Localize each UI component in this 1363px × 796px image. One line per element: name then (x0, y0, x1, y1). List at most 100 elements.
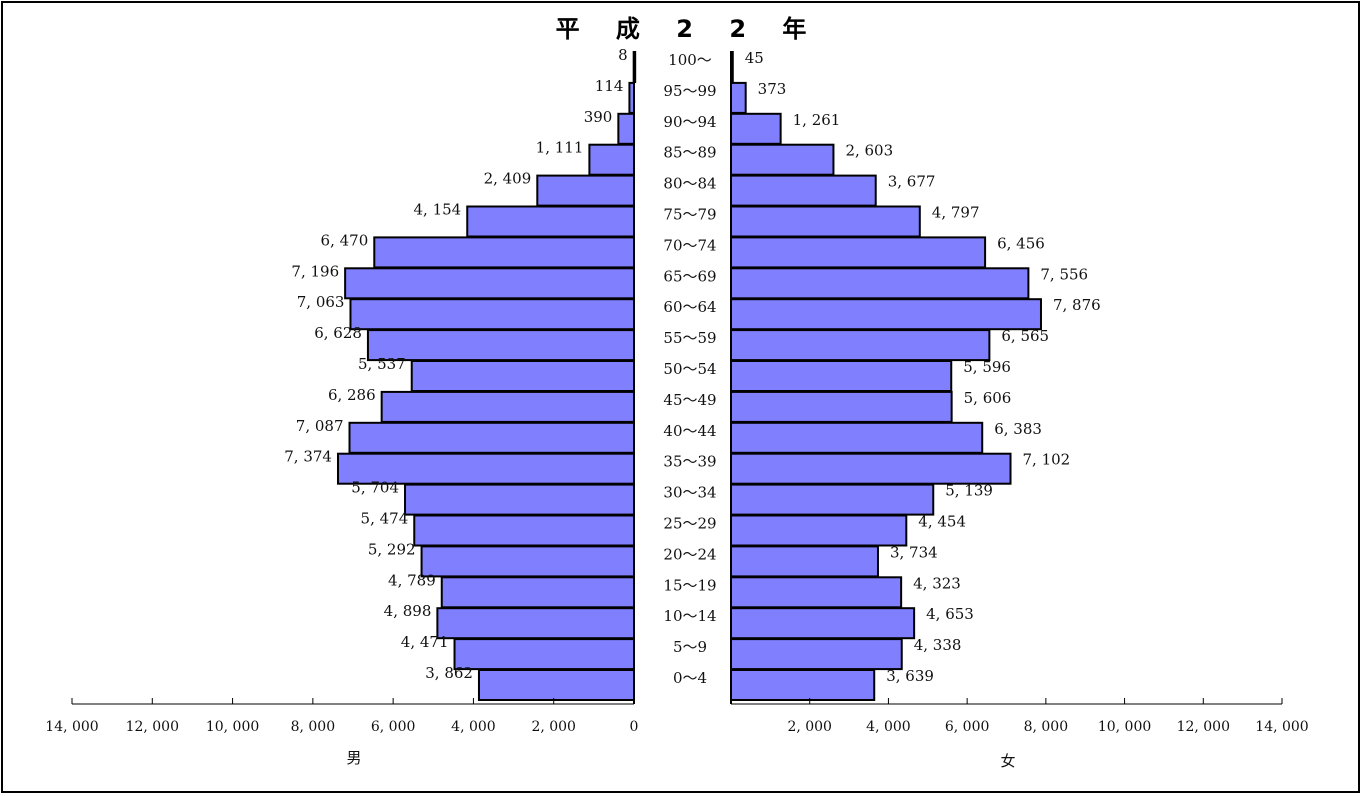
female-value-label-9: 6, 565 (1001, 327, 1049, 345)
female-bar-13 (730, 452, 1012, 485)
female-bar-14 (730, 483, 935, 516)
male-bar-15 (413, 514, 635, 547)
right-tick-label-1: 4, 000 (866, 719, 911, 735)
male-bar-11 (380, 390, 635, 423)
male-bar-17 (440, 576, 635, 609)
left-tick-label-2: 10, 000 (206, 719, 259, 735)
female-bar-5 (730, 205, 921, 238)
male-value-label-12: 7, 087 (296, 417, 344, 435)
female-bar-16 (730, 545, 879, 578)
left-tick-label-3: 8, 000 (291, 719, 336, 735)
male-value-label-3: 1, 111 (536, 139, 584, 157)
female-value-label-20: 3, 639 (886, 667, 934, 685)
female-value-label-14: 5, 139 (945, 482, 993, 500)
female-bar-3 (730, 143, 835, 176)
age-label-0: 100～ (668, 51, 712, 69)
age-label-13: 35～39 (663, 453, 716, 471)
female-bar-11 (730, 390, 953, 423)
male-value-label-13: 7, 374 (284, 448, 332, 466)
male-bars (336, 51, 637, 701)
female-bar-8 (730, 298, 1042, 331)
female-value-label-10: 5, 596 (963, 358, 1011, 376)
female-value-label-4: 3, 677 (888, 173, 936, 191)
right-tick-label-3: 8, 000 (1024, 719, 1069, 735)
female-value-label-15: 4, 454 (918, 513, 966, 531)
female-bar-18 (730, 607, 916, 640)
male-bar-6 (373, 236, 635, 269)
age-label-20: 0～4 (673, 669, 707, 687)
male-bar-16 (420, 545, 635, 578)
male-value-label-9: 6, 628 (314, 324, 362, 342)
male-bar-10 (410, 360, 635, 392)
age-label-17: 15～19 (663, 576, 716, 594)
right-tick-label-5: 12, 000 (1177, 719, 1230, 735)
male-value-label-16: 5, 292 (368, 540, 416, 558)
age-label-8: 60～64 (663, 298, 716, 316)
age-label-4: 80～84 (663, 175, 716, 193)
male-value-label-2: 390 (584, 108, 613, 126)
left-tick-label-0: 14, 000 (45, 719, 98, 735)
male-bar-3 (588, 143, 636, 176)
male-bar-7 (344, 267, 635, 300)
female-value-label-5: 4, 797 (932, 204, 980, 222)
age-label-2: 90～94 (663, 113, 716, 131)
age-label-6: 70～74 (663, 236, 716, 254)
age-label-16: 20～24 (663, 545, 716, 563)
male-bar-2 (617, 112, 636, 145)
male-axis-label: 男 (346, 749, 361, 767)
age-label-19: 5～9 (673, 638, 707, 656)
male-bar-8 (349, 298, 635, 331)
age-label-14: 30～34 (663, 484, 716, 502)
left-tick-label-4: 6, 000 (371, 719, 416, 735)
male-value-label-10: 5, 537 (358, 355, 406, 373)
male-bar-5 (466, 205, 636, 238)
left-tick-label-5: 4, 000 (451, 719, 496, 735)
right-tick-label-2: 6, 000 (945, 719, 990, 735)
female-bar-2 (730, 112, 782, 145)
male-bar-19 (453, 638, 635, 671)
female-bar-19 (730, 638, 903, 671)
female-bar-7 (730, 267, 1030, 300)
chart-title: 平 成 2 2 年 (556, 15, 821, 43)
age-label-18: 10～14 (663, 607, 716, 625)
age-label-3: 85～89 (663, 144, 716, 162)
female-value-label-8: 7, 876 (1053, 296, 1101, 314)
male-value-label-17: 4, 789 (388, 571, 436, 589)
age-label-1: 95～99 (663, 82, 716, 100)
female-value-label-13: 7, 102 (1023, 451, 1071, 469)
female-bars (730, 51, 1042, 701)
age-label-7: 65～69 (663, 267, 716, 285)
male-value-label-5: 4, 154 (414, 201, 462, 219)
right-tick-label-4: 10, 000 (1098, 719, 1151, 735)
male-value-label-6: 6, 470 (321, 231, 369, 249)
male-bar-20 (477, 669, 635, 701)
male-value-label-0: 8 (618, 46, 628, 64)
age-label-15: 25～29 (663, 515, 716, 533)
male-value-label-20: 3, 862 (425, 664, 473, 682)
male-value-label-19: 4, 471 (401, 633, 449, 651)
female-bar-6 (730, 236, 987, 269)
male-value-label-11: 6, 286 (328, 386, 376, 404)
male-value-label-1: 114 (595, 77, 624, 95)
axes: 14, 000 12, 000 10, 000 8, 000 6, 000 4, 000 2… (45, 52, 1309, 735)
right-tick-label-6: 14, 000 (1255, 719, 1308, 735)
male-value-label-14: 5, 704 (351, 479, 399, 497)
male-bar-18 (436, 607, 635, 640)
right-tick-label-0: 2, 000 (787, 719, 832, 735)
age-label-5: 75～79 (663, 206, 716, 224)
female-value-label-19: 4, 338 (914, 636, 962, 654)
female-bar-10 (730, 360, 953, 392)
female-value-label-7: 7, 556 (1040, 265, 1088, 283)
left-tick-label-7: 0 (630, 719, 639, 735)
female-value-label-16: 3, 734 (890, 543, 938, 561)
male-value-label-18: 4, 898 (384, 602, 432, 620)
female-value-label-2: 1, 261 (793, 111, 841, 129)
female-value-label-0: 45 (745, 49, 764, 67)
female-value-label-1: 373 (758, 80, 787, 98)
male-bar-9 (366, 329, 635, 362)
male-bar-14 (404, 483, 635, 516)
